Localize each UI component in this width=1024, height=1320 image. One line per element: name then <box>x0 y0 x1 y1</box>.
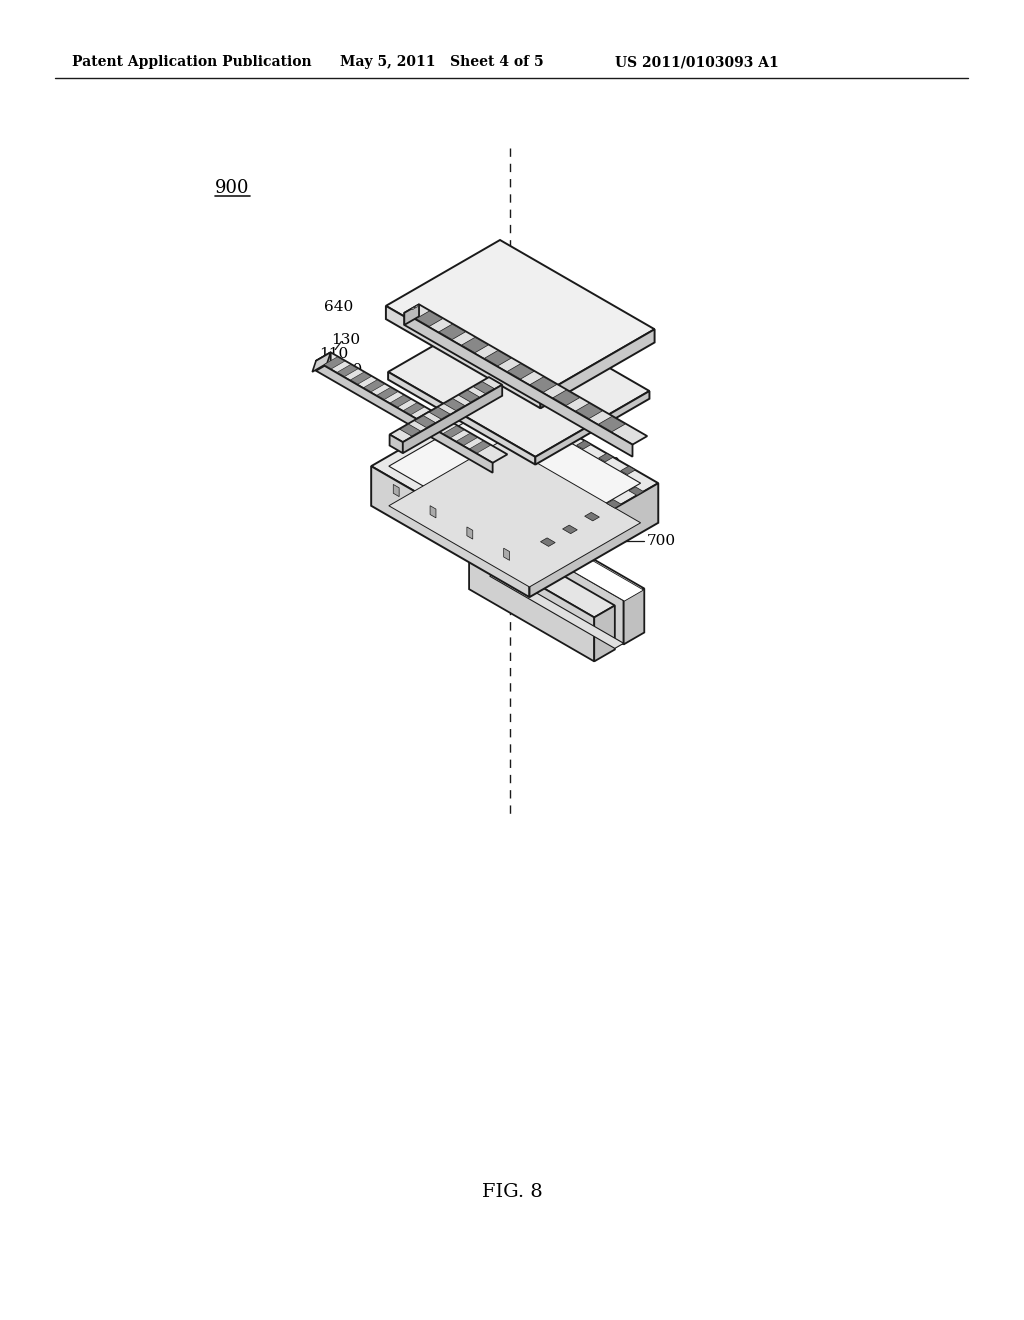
Text: FIG. 8: FIG. 8 <box>481 1183 543 1201</box>
Polygon shape <box>462 338 488 352</box>
Polygon shape <box>390 395 411 407</box>
Polygon shape <box>404 313 633 457</box>
Polygon shape <box>499 528 624 644</box>
Text: 130: 130 <box>332 333 360 347</box>
Text: 110: 110 <box>319 347 348 360</box>
Polygon shape <box>562 525 578 533</box>
Polygon shape <box>510 403 525 411</box>
Polygon shape <box>393 484 399 496</box>
Polygon shape <box>553 391 580 405</box>
Polygon shape <box>371 392 658 557</box>
Polygon shape <box>316 360 493 473</box>
Text: 300: 300 <box>418 383 446 397</box>
Polygon shape <box>473 381 495 393</box>
Text: 700: 700 <box>647 535 676 548</box>
Polygon shape <box>316 352 331 371</box>
Polygon shape <box>443 426 464 438</box>
Polygon shape <box>386 306 541 408</box>
Polygon shape <box>469 533 614 618</box>
Polygon shape <box>430 506 436 517</box>
Polygon shape <box>575 404 602 418</box>
Polygon shape <box>388 306 649 457</box>
Polygon shape <box>429 407 450 418</box>
Polygon shape <box>389 442 641 587</box>
Polygon shape <box>416 312 442 326</box>
Polygon shape <box>484 351 511 366</box>
Polygon shape <box>530 378 557 392</box>
Polygon shape <box>417 411 437 422</box>
Polygon shape <box>532 414 547 424</box>
Polygon shape <box>388 372 536 465</box>
Polygon shape <box>469 545 594 661</box>
Polygon shape <box>403 403 424 414</box>
Polygon shape <box>430 418 451 430</box>
Polygon shape <box>507 364 534 379</box>
Polygon shape <box>577 441 591 449</box>
Text: 100: 100 <box>334 363 362 376</box>
Polygon shape <box>324 356 345 368</box>
Text: US 2011/0103093 A1: US 2011/0103093 A1 <box>615 55 778 69</box>
Polygon shape <box>529 483 658 597</box>
Polygon shape <box>415 305 419 308</box>
Polygon shape <box>337 364 358 376</box>
Text: 900: 900 <box>215 180 250 197</box>
Polygon shape <box>470 441 490 453</box>
Polygon shape <box>316 352 507 463</box>
Text: 640: 640 <box>325 300 353 314</box>
Polygon shape <box>607 500 622 508</box>
Polygon shape <box>389 378 502 442</box>
Polygon shape <box>400 424 421 436</box>
Polygon shape <box>467 527 473 539</box>
Polygon shape <box>377 388 397 400</box>
Polygon shape <box>439 325 465 339</box>
Polygon shape <box>364 380 384 392</box>
Text: May 5, 2011   Sheet 4 of 5: May 5, 2011 Sheet 4 of 5 <box>340 55 544 69</box>
Polygon shape <box>554 428 569 437</box>
Polygon shape <box>624 589 644 644</box>
Polygon shape <box>459 391 479 403</box>
Text: 660: 660 <box>591 457 621 471</box>
Polygon shape <box>389 434 402 453</box>
Polygon shape <box>404 305 647 445</box>
Polygon shape <box>312 352 331 372</box>
Polygon shape <box>621 466 636 475</box>
Polygon shape <box>541 329 654 408</box>
Polygon shape <box>499 516 644 601</box>
Polygon shape <box>389 403 641 548</box>
Polygon shape <box>594 606 614 661</box>
Polygon shape <box>371 466 529 597</box>
Polygon shape <box>350 372 371 384</box>
Polygon shape <box>444 399 465 411</box>
Polygon shape <box>599 416 625 432</box>
Polygon shape <box>585 512 599 521</box>
Polygon shape <box>489 572 624 648</box>
Polygon shape <box>629 487 643 495</box>
Text: Patent Application Publication: Patent Application Publication <box>72 55 311 69</box>
Polygon shape <box>415 416 435 428</box>
Polygon shape <box>411 308 416 310</box>
Polygon shape <box>404 305 419 325</box>
Polygon shape <box>504 548 510 561</box>
Polygon shape <box>457 433 477 445</box>
Polygon shape <box>541 537 555 546</box>
Polygon shape <box>386 240 654 395</box>
Polygon shape <box>402 384 502 453</box>
Text: 620: 620 <box>598 395 628 409</box>
Polygon shape <box>500 517 643 601</box>
Text: 310: 310 <box>421 453 450 467</box>
Polygon shape <box>599 453 613 462</box>
Polygon shape <box>536 391 649 465</box>
